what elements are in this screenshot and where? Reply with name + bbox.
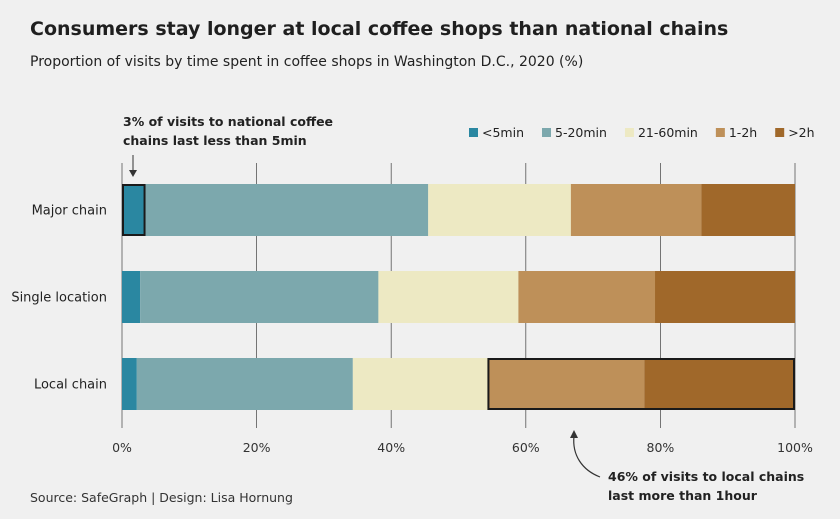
- bar-segment: [136, 358, 353, 410]
- legend-label: 1-2h: [729, 125, 757, 140]
- legend-label: 21-60min: [638, 125, 698, 140]
- bar-segment: [122, 271, 141, 323]
- annotation-arrowhead: [570, 430, 578, 438]
- x-tick-label: 0%: [112, 440, 132, 455]
- x-tick-label: 20%: [243, 440, 271, 455]
- highlight-box: [487, 358, 795, 410]
- x-tick-label: 60%: [512, 440, 540, 455]
- legend-swatch: [542, 128, 551, 137]
- highlight-box: [122, 184, 146, 236]
- chart-source: Source: SafeGraph | Design: Lisa Hornung: [30, 490, 293, 505]
- bar-segment: [644, 358, 795, 410]
- bar-segment: [487, 358, 645, 410]
- annotation-national-chains: 3% of visits to national coffee chains l…: [123, 114, 334, 148]
- bar-segment: [655, 271, 795, 323]
- x-tick-label: 100%: [777, 440, 813, 455]
- legend-swatch: [624, 128, 634, 137]
- bar-segment: [122, 184, 146, 236]
- x-tick-label: 40%: [377, 440, 405, 455]
- annotation-arrow: [573, 435, 601, 478]
- bar-segment: [140, 271, 379, 323]
- bar-segment: [378, 271, 519, 323]
- x-tick-label: 80%: [647, 440, 675, 455]
- y-category-label: Major chain: [32, 204, 107, 219]
- annotation-arrowhead: [129, 170, 137, 177]
- chart-subtitle: Proportion of visits by time spent in co…: [30, 54, 584, 70]
- legend-label: <5min: [482, 125, 524, 140]
- legend-swatch: [469, 128, 478, 137]
- bar-segment: [352, 358, 488, 410]
- y-category-label: Local chain: [34, 378, 107, 393]
- legend-swatch: [775, 128, 785, 137]
- bar-segment: [145, 184, 429, 236]
- y-category-label: Single location: [11, 291, 107, 306]
- bar-segment: [570, 184, 702, 236]
- bar-segment: [122, 358, 137, 410]
- legend-label: >2h: [788, 125, 814, 140]
- bar-segment: [701, 184, 795, 236]
- legend-label: 5-20min: [555, 125, 607, 140]
- bar-segment: [518, 271, 656, 323]
- annotation-local-chains: 46% of visits to local chains last more …: [608, 469, 805, 503]
- chart-title: Consumers stay longer at local coffee sh…: [30, 18, 729, 40]
- legend-swatch: [715, 128, 725, 137]
- bar-segment: [428, 184, 571, 236]
